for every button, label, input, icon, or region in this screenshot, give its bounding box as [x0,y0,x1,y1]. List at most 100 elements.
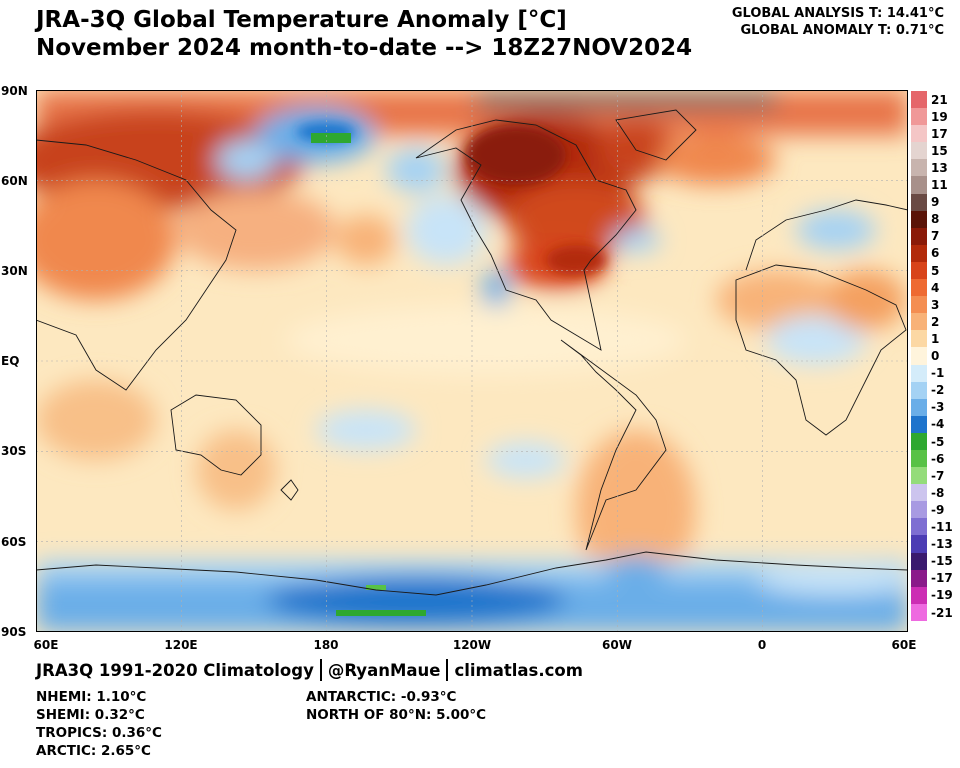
colorbar-tick-label: 5 [931,263,940,278]
lat-label-30n: 30N [1,264,28,278]
footer-separator [446,659,449,681]
anomaly-field [36,90,908,632]
colorbar-tick-label: -7 [931,468,945,483]
colorbar-tick-label: 21 [931,92,948,107]
colorbar-tick-label: 4 [931,280,940,295]
cold-spot-chukchi [311,133,351,143]
lat-label-90s: 90S [1,625,27,639]
colorbar-tick-label: 19 [931,109,948,124]
colorbar-tick-label: -9 [931,502,945,517]
colorbar-swatch [911,142,927,160]
footer-separator [319,659,322,681]
cold-spot-ross-ice-shelf [336,610,426,616]
colorbar [911,91,927,621]
colorbar-swatch [911,364,927,382]
colorbar-swatch [911,91,927,109]
gridlines [36,90,908,632]
colorbar-tick-label: 8 [931,212,940,227]
colorbar-swatch [911,261,927,280]
colorbar-swatch [911,449,927,468]
colorbar-swatch [911,330,927,348]
colorbar-tick-label: -19 [931,588,953,603]
colorbar-tick-label: -4 [931,417,945,432]
colorbar-swatch [911,398,927,416]
colorbar-tick-label: 17 [931,126,948,141]
lat-label-90n: 90N [1,84,28,98]
lon-label-0: 0 [757,638,767,652]
colorbar-tick-label: -13 [931,537,953,552]
colorbar-swatch [911,108,927,126]
colorbar-tick-label: -15 [931,554,953,569]
global-analysis-temp: GLOBAL ANALYSIS T: 14.41°C [731,6,944,21]
colorbar-swatch [911,381,927,399]
coastlines [36,109,908,596]
colorbar-swatch [911,467,927,485]
colorbar-swatch [911,535,927,553]
colorbar-swatch [911,227,927,245]
lon-label-120w: 120W [452,638,492,652]
stat-shemi: SHEMI: 0.32°C [36,707,145,723]
colorbar-tick-label: -2 [931,383,945,398]
colorbar-swatch [911,518,927,536]
colorbar-swatch [911,296,927,314]
lon-label-60w: 60W [602,638,632,652]
colorbar-tick-label: 2 [931,314,940,329]
lon-label-60e-left: 60E [33,638,59,652]
map-subtitle: November 2024 month-to-date --> 18Z27NOV… [36,35,693,61]
colorbar-tick-label: -6 [931,451,945,466]
colorbar-swatch [911,603,927,621]
colorbar-tick-label: -17 [931,571,953,586]
colorbar-tick-label: -1 [931,366,945,381]
lon-label-120e: 120E [164,638,198,652]
colorbar-tick-label: 13 [931,160,948,175]
global-anomaly-temp: GLOBAL ANOMALY T: 0.71°C [740,23,944,38]
lat-label-eq: EQ [1,354,20,368]
colorbar-swatch [911,125,927,143]
lat-label-30s: 30S [1,444,27,458]
colorbar-swatch [911,432,927,450]
colorbar-tick-label: 1 [931,331,940,346]
climatology-label: JRA3Q 1991-2020 Climatology [36,661,314,680]
colorbar-tick-label: 15 [931,143,948,158]
lat-label-60n: 60N [1,174,28,188]
map-frame [36,90,908,632]
colorbar-swatch [911,415,927,433]
colorbar-swatch [911,210,927,228]
author-handle: @RyanMaue [327,661,441,680]
map-title: JRA-3Q Global Temperature Anomaly [°C] [36,7,567,33]
stat-nhemi: NHEMI: 1.10°C [36,689,147,705]
stat-antarctic: ANTARCTIC: -0.93°C [306,689,457,705]
colorbar-swatch [911,159,927,177]
colorbar-tick-label: 3 [931,297,940,312]
colorbar-tick-label: 11 [931,178,948,193]
stat-tropics: TROPICS: 0.36°C [36,725,162,741]
lon-label-60e-right: 60E [891,638,917,652]
colorbar-swatch [911,552,927,570]
colorbar-tick-label: -8 [931,485,945,500]
colorbar-swatch [911,569,927,587]
colorbar-swatch [911,176,927,194]
colorbar-tick-label: 0 [931,349,940,364]
colorbar-tick-label: 6 [931,246,940,261]
colorbar-swatch [911,279,927,297]
colorbar-tick-label: 9 [931,195,940,210]
colorbar-swatch [911,586,927,604]
colorbar-tick-label: 7 [931,229,940,244]
colorbar-swatch [911,484,927,502]
stat-north-of-80n: NORTH OF 80°N: 5.00°C [306,707,487,723]
colorbar-swatch [911,313,927,331]
site-link[interactable]: climatlas.com [454,661,583,680]
cold-spot-antarctic [366,585,386,590]
colorbar-swatch [911,347,927,365]
colorbar-tick-label: -3 [931,400,945,415]
colorbar-swatch [911,501,927,519]
colorbar-swatch [911,244,927,262]
stat-arctic: ARCTIC: 2.65°C [36,743,151,759]
colorbar-tick-label: -21 [931,605,953,620]
colorbar-tick-label: -11 [931,520,953,535]
lat-label-60s: 60S [1,535,27,549]
colorbar-swatch [911,193,927,211]
colorbar-tick-label: -5 [931,434,945,449]
temperature-anomaly-map [36,90,908,632]
footer-credits: JRA3Q 1991-2020 Climatology @RyanMaue clim… [36,659,583,681]
